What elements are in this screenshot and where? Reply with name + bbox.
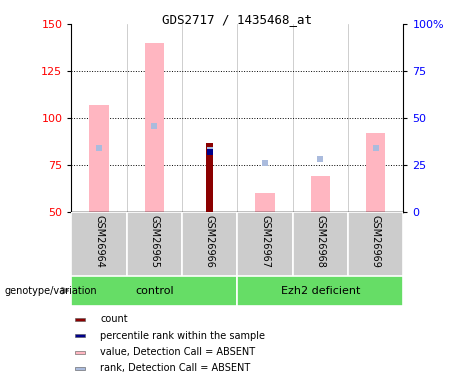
Text: count: count bbox=[100, 314, 128, 324]
Text: GSM26965: GSM26965 bbox=[149, 215, 160, 268]
Text: control: control bbox=[135, 286, 174, 296]
Bar bbox=[75, 367, 85, 370]
Text: GSM26968: GSM26968 bbox=[315, 215, 325, 268]
Text: percentile rank within the sample: percentile rank within the sample bbox=[100, 331, 266, 340]
Bar bbox=[348, 212, 403, 276]
Bar bbox=[182, 212, 237, 276]
Text: rank, Detection Call = ABSENT: rank, Detection Call = ABSENT bbox=[100, 363, 251, 374]
Bar bbox=[293, 212, 348, 276]
Bar bbox=[207, 142, 213, 212]
Text: value, Detection Call = ABSENT: value, Detection Call = ABSENT bbox=[100, 347, 255, 357]
Bar bbox=[311, 176, 330, 212]
Bar bbox=[89, 105, 109, 212]
Text: GSM26966: GSM26966 bbox=[205, 215, 215, 268]
Bar bbox=[75, 318, 85, 321]
Text: Ezh2 deficient: Ezh2 deficient bbox=[281, 286, 360, 296]
Bar bbox=[237, 212, 293, 276]
Bar bbox=[71, 276, 237, 306]
Bar bbox=[366, 133, 385, 212]
Bar bbox=[237, 276, 403, 306]
Bar bbox=[75, 334, 85, 337]
Bar bbox=[71, 212, 127, 276]
Bar bbox=[145, 43, 164, 212]
Text: GSM26969: GSM26969 bbox=[371, 215, 381, 268]
Text: GDS2717 / 1435468_at: GDS2717 / 1435468_at bbox=[162, 13, 313, 26]
Bar bbox=[255, 193, 275, 212]
Text: GSM26964: GSM26964 bbox=[94, 215, 104, 268]
Bar bbox=[127, 212, 182, 276]
Text: genotype/variation: genotype/variation bbox=[5, 286, 97, 296]
Text: GSM26967: GSM26967 bbox=[260, 215, 270, 268]
Bar bbox=[75, 351, 85, 354]
